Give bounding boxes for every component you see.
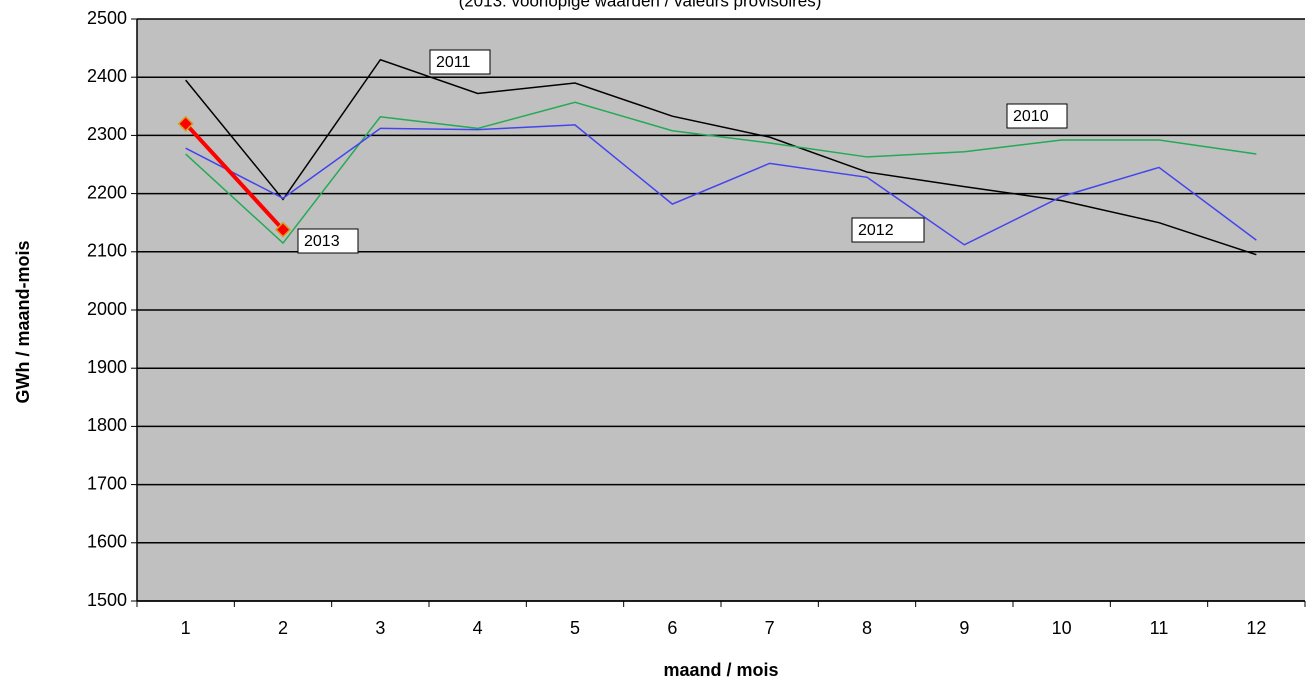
series-line bbox=[185, 101, 1257, 245]
series-line bbox=[185, 124, 1257, 246]
series-label: 2012 bbox=[858, 222, 894, 239]
x-tick-label: 1 bbox=[181, 618, 191, 638]
x-tick-label: 2 bbox=[278, 618, 288, 638]
series-line bbox=[184, 122, 285, 232]
series-label: 2010 bbox=[1013, 108, 1049, 125]
x-tick-label: 7 bbox=[765, 618, 775, 638]
x-tick-label: 4 bbox=[473, 618, 483, 638]
point-marker bbox=[274, 221, 292, 238]
y-tick-label: 1600 bbox=[87, 532, 127, 552]
y-tick-label: 2100 bbox=[87, 241, 127, 261]
x-tick-label: 8 bbox=[862, 618, 872, 638]
series-label-box bbox=[429, 49, 491, 75]
x-tick-label: 6 bbox=[667, 618, 677, 638]
x-tick-label: 12 bbox=[1246, 618, 1266, 638]
series-label-box bbox=[297, 228, 359, 254]
series-line bbox=[185, 58, 1257, 256]
x-axis-label: maand / mois bbox=[663, 660, 778, 680]
series-label-box bbox=[1006, 103, 1068, 129]
series-label-box bbox=[851, 217, 925, 243]
y-tick-label: 2000 bbox=[87, 299, 127, 319]
y-tick-label: 1800 bbox=[87, 415, 127, 435]
y-tick-label: 2500 bbox=[87, 8, 127, 28]
x-tick-label: 11 bbox=[1150, 618, 1169, 638]
y-tick-label: 1500 bbox=[87, 590, 127, 610]
x-tick-label: 5 bbox=[570, 618, 580, 638]
series-label: 2011 bbox=[436, 54, 471, 71]
y-tick-label: 1700 bbox=[87, 473, 127, 493]
x-tick-label: 3 bbox=[375, 618, 385, 638]
series-label: 2013 bbox=[304, 233, 340, 250]
y-tick-label: 1900 bbox=[87, 357, 127, 377]
x-tick-label: 9 bbox=[959, 618, 969, 638]
x-tick-label: 10 bbox=[1052, 618, 1072, 638]
y-axis-label: GWh / maand-mois bbox=[13, 240, 33, 403]
y-tick-label: 2400 bbox=[87, 66, 127, 86]
chart-title: (2013: voorlopige waarden / valeurs prov… bbox=[459, 0, 822, 10]
y-tick-label: 2300 bbox=[87, 124, 127, 144]
point-marker bbox=[177, 115, 194, 132]
y-tick-label: 2200 bbox=[87, 182, 127, 202]
